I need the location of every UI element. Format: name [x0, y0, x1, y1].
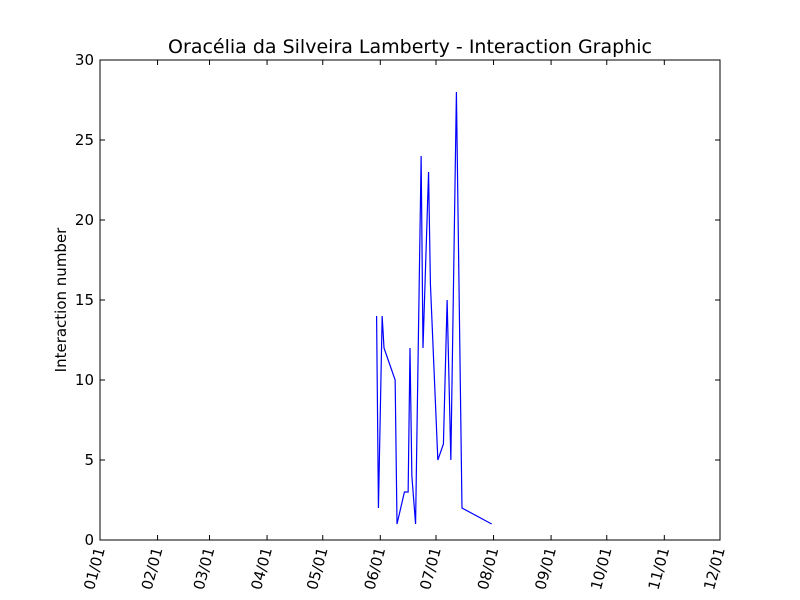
- y-tick-label: 0: [84, 531, 94, 549]
- y-tick-label: 5: [84, 451, 94, 469]
- y-tick-label: 15: [75, 291, 94, 309]
- series-line-0: [375, 91, 492, 525]
- y-axis-label: Interaction number: [52, 227, 70, 373]
- plot-frame: [99, 59, 721, 541]
- y-tick-label: 20: [75, 211, 94, 229]
- y-tick-label: 25: [75, 131, 94, 149]
- y-tick-label: 30: [75, 51, 94, 69]
- plot-background: [100, 60, 720, 540]
- chart-title: Oracélia da Silveira Lamberty - Interact…: [168, 36, 652, 58]
- y-tick-label: 10: [75, 371, 94, 389]
